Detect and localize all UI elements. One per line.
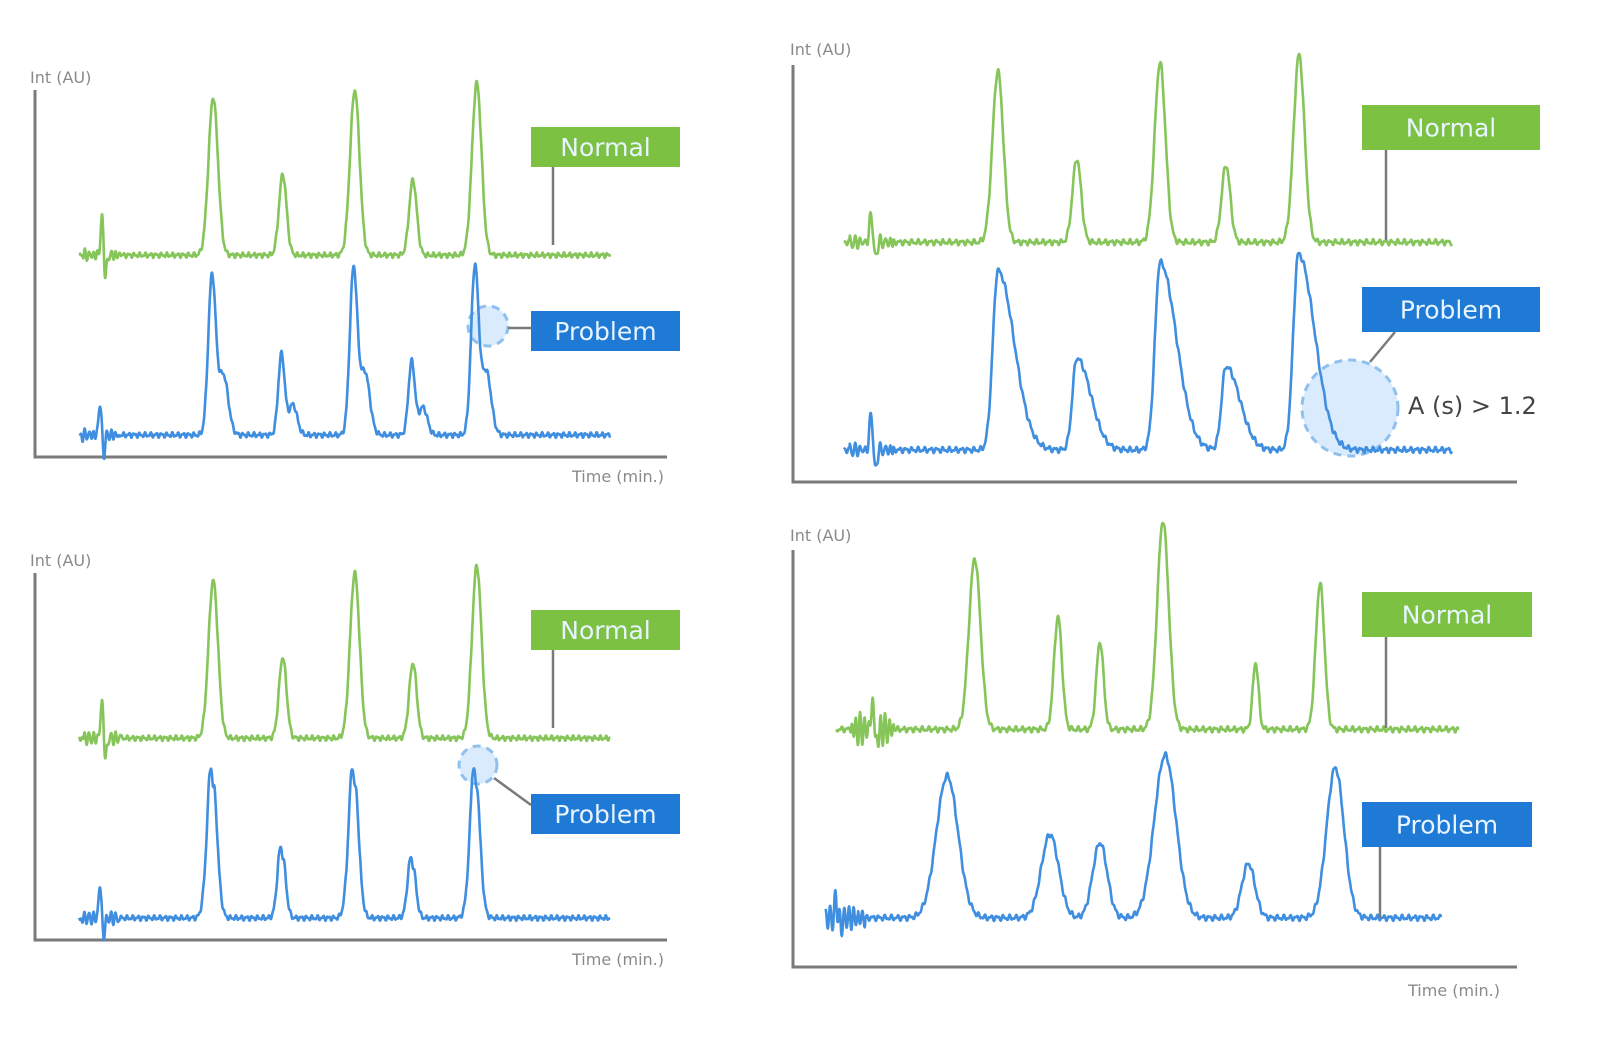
chart-panel-top-left: Int (AU) Time (min.) Normal Problem	[30, 68, 680, 486]
series-line-normal	[78, 79, 612, 280]
problem-connector-line	[1369, 331, 1396, 363]
series-line-problem	[78, 262, 612, 461]
y-axis-label: Int (AU)	[790, 40, 851, 59]
legend-tag-normal	[531, 127, 680, 167]
axes	[33, 90, 667, 459]
axes	[791, 550, 1517, 969]
legend-label-normal: Normal	[560, 133, 650, 162]
series-line-normal	[842, 52, 1454, 256]
chart-panel-top-right: Int (AU) Normal Problem A (s) > 1.2	[790, 40, 1540, 484]
chart-panel-bottom-right: Int (AU) Time (min.) Normal Problem	[790, 521, 1532, 1000]
legend-tag-normal	[1362, 592, 1532, 637]
legend-tag-problem	[1362, 287, 1540, 332]
legend-label-normal: Normal	[1402, 601, 1492, 630]
problem-highlight-circle	[457, 744, 499, 786]
axes	[33, 573, 667, 942]
legend-label-problem: Problem	[1396, 811, 1498, 840]
legend-tag-normal	[1362, 105, 1540, 150]
legend-label-problem: Problem	[554, 317, 656, 346]
y-axis-label: Int (AU)	[30, 551, 91, 570]
y-axis-label: Int (AU)	[790, 526, 851, 545]
chart-panel-bottom-left: Int (AU) Time (min.) Normal Problem	[30, 551, 680, 969]
legend-tag-problem	[531, 794, 680, 834]
legend-label-problem: Problem	[1400, 296, 1502, 325]
x-axis-label: Time (min.)	[571, 950, 664, 969]
series-line-problem	[824, 751, 1443, 938]
legend-tag-problem	[1362, 802, 1532, 847]
series-line-normal	[835, 521, 1460, 749]
legend-label-normal: Normal	[560, 616, 650, 645]
asymmetry-annotation: A (s) > 1.2	[1408, 392, 1537, 420]
problem-highlight-circle	[466, 304, 510, 348]
problem-connector-line	[493, 776, 532, 807]
problem-highlight-circle	[1300, 358, 1400, 458]
legend-tag-normal	[531, 610, 680, 650]
y-axis-label: Int (AU)	[30, 68, 91, 87]
axes	[791, 65, 1517, 484]
series-line-problem	[77, 767, 612, 942]
legend-label-normal: Normal	[1406, 114, 1496, 143]
legend-label-problem: Problem	[554, 800, 656, 829]
x-axis-label: Time (min.)	[1407, 981, 1500, 1000]
series-line-normal	[77, 563, 612, 760]
series-line-problem	[842, 251, 1454, 467]
legend-tag-problem	[531, 311, 680, 351]
x-axis-label: Time (min.)	[571, 467, 664, 486]
